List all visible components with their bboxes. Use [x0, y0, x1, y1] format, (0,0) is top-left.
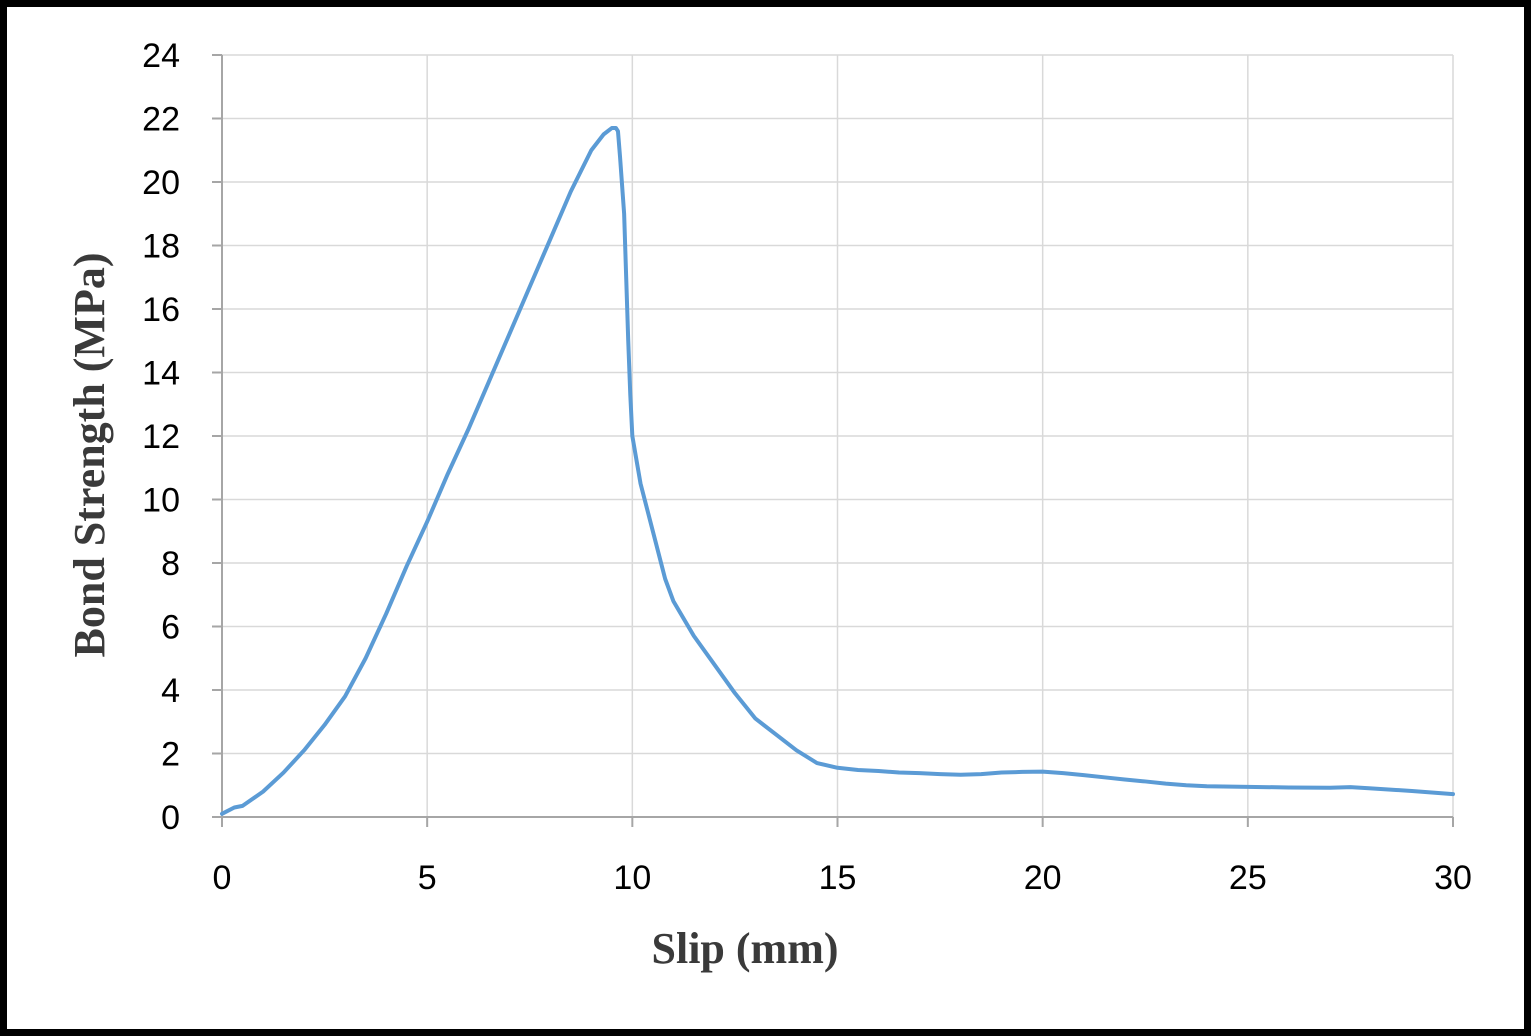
y-tick-label: 2: [161, 736, 180, 774]
x-tick-label: 15: [819, 859, 857, 897]
x-tick-label: 30: [1434, 859, 1472, 897]
y-tick-label: 6: [161, 609, 180, 647]
y-tick-label: 14: [142, 355, 180, 393]
y-tick-label: 8: [161, 545, 180, 583]
x-tick-label: 5: [418, 859, 437, 897]
y-axis-title: Bond Strength (MPa): [65, 253, 114, 658]
y-tick-label: 20: [142, 164, 180, 202]
y-tick-label: 24: [142, 37, 180, 75]
x-axis-title: Slip (mm): [652, 924, 839, 973]
y-tick-label: 0: [161, 799, 180, 837]
y-tick-label: 16: [142, 291, 180, 329]
y-tick-label: 18: [142, 228, 180, 266]
x-tick-label: 0: [213, 859, 232, 897]
y-tick-label: 12: [142, 418, 180, 456]
y-tick-label: 22: [142, 101, 180, 139]
x-tick-labels: 0 5 10 15 20 25 30: [213, 859, 1472, 897]
x-tick-label: 25: [1229, 859, 1267, 897]
y-tick-label: 4: [161, 672, 180, 710]
y-tick-label: 10: [142, 482, 180, 520]
x-tick-label: 10: [613, 859, 651, 897]
x-tick-label: 20: [1024, 859, 1062, 897]
gridlines: [222, 54, 1454, 817]
series-line: [220, 126, 1455, 816]
axes: [212, 54, 1454, 827]
